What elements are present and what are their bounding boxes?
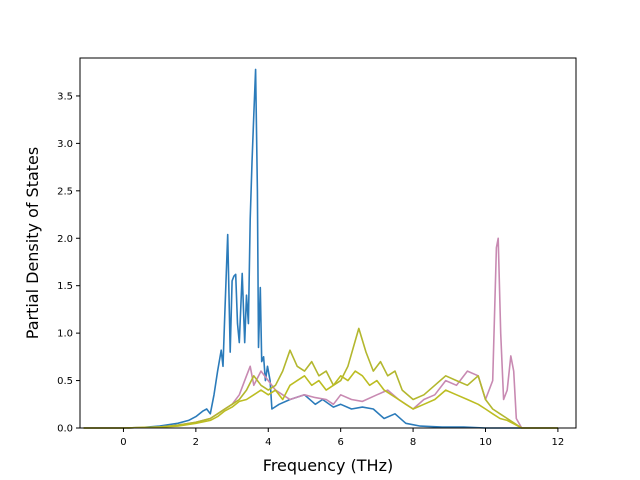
y-tick-label: 1.5: [57, 281, 73, 292]
y-tick-label: 0.5: [57, 376, 73, 387]
x-tick-label: 2: [193, 437, 199, 448]
x-tick-label: 4: [265, 437, 271, 448]
series-line-3: [83, 327, 558, 429]
x-tick-label: 12: [552, 437, 565, 448]
y-tick-label: 0.0: [57, 424, 73, 435]
x-tick-label: 0: [120, 437, 126, 448]
x-axis-label: Frequency (THz): [263, 456, 393, 475]
y-tick-label: 3.0: [57, 139, 73, 150]
y-tick-label: 2.0: [57, 234, 73, 245]
y-axis-label: Partial Density of States: [23, 147, 42, 339]
series-line-1: [83, 68, 558, 429]
x-tick-label: 8: [410, 437, 416, 448]
x-axis: 0 2 4 6 8 10 12: [120, 428, 564, 448]
y-tick-label: 1.0: [57, 329, 73, 340]
series-group: [83, 68, 558, 429]
x-tick-label: 6: [337, 437, 343, 448]
series-line-4: [83, 370, 558, 429]
y-tick-label: 3.5: [57, 91, 73, 102]
x-tick-label: 10: [479, 437, 492, 448]
plot-frame: [79, 57, 577, 429]
y-axis: 0.0 0.5 1.0 1.5 2.0 2.5 3.0 3.5: [57, 91, 80, 435]
series-line-2: [83, 237, 558, 429]
y-tick-label: 2.5: [57, 186, 73, 197]
